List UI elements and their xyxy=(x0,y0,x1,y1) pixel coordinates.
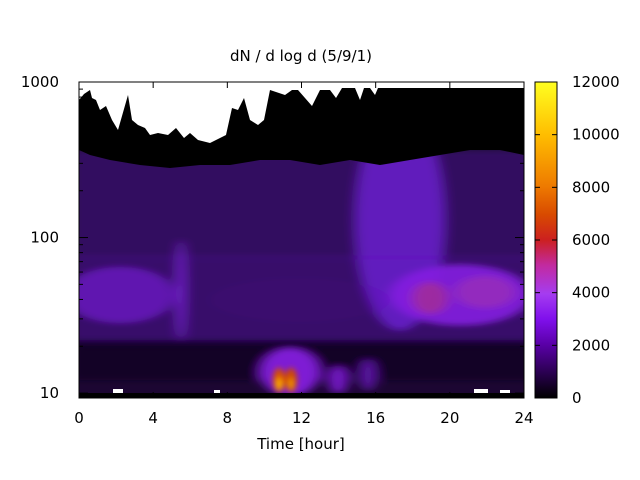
x-axis-label: Time [hour] xyxy=(256,435,345,453)
x-tick-label: 16 xyxy=(366,409,385,427)
missing-low-3 xyxy=(474,389,488,393)
x-axis: 0 4 8 12 16 20 24 xyxy=(74,82,534,427)
colorbar-tick-label: 6000 xyxy=(572,231,610,249)
y-axis: 10 100 1000 xyxy=(21,73,524,402)
missing-low-4 xyxy=(500,390,510,393)
colorbar-tick-label: 0 xyxy=(572,389,582,407)
y-tick-label: 1000 xyxy=(21,73,59,91)
heatmap-plot xyxy=(79,82,524,398)
band-40nm-evening-core2 xyxy=(455,276,515,308)
colorbar-tick-label: 10000 xyxy=(572,126,620,144)
colorbar-tick-label: 12000 xyxy=(572,73,620,91)
y-tick-label: 100 xyxy=(30,229,59,247)
x-tick-label: 12 xyxy=(292,409,311,427)
x-tick-label: 24 xyxy=(514,409,533,427)
burst-11-5h-hot xyxy=(288,378,294,390)
burst-11h-hot xyxy=(276,378,282,390)
colorbar-tick-label: 8000 xyxy=(572,178,610,196)
heatmap-mid-band xyxy=(79,150,524,260)
missing-low-1 xyxy=(113,389,123,393)
band-40nm-midday xyxy=(210,278,390,322)
x-tick-label: 4 xyxy=(148,409,158,427)
burst-14h xyxy=(328,366,348,394)
band-40nm-morning xyxy=(79,267,175,323)
chart-title: dN / d log d (5/9/1) xyxy=(230,47,372,65)
colorbar-axis: 0 2000 4000 6000 8000 10000 12000 xyxy=(535,73,620,407)
x-tick-label: 8 xyxy=(223,409,233,427)
colorbar-tick-label: 4000 xyxy=(572,284,610,302)
missing-data-region xyxy=(79,82,524,143)
y-tick-label: 10 xyxy=(40,384,59,402)
x-tick-label: 0 xyxy=(74,409,84,427)
missing-low-2 xyxy=(214,390,220,393)
band-40nm-evening-core xyxy=(412,282,448,314)
x-tick-label: 20 xyxy=(440,409,459,427)
burst-15h xyxy=(360,359,376,391)
streak-5h xyxy=(177,240,185,340)
colorbar-tick-label: 2000 xyxy=(572,336,610,354)
